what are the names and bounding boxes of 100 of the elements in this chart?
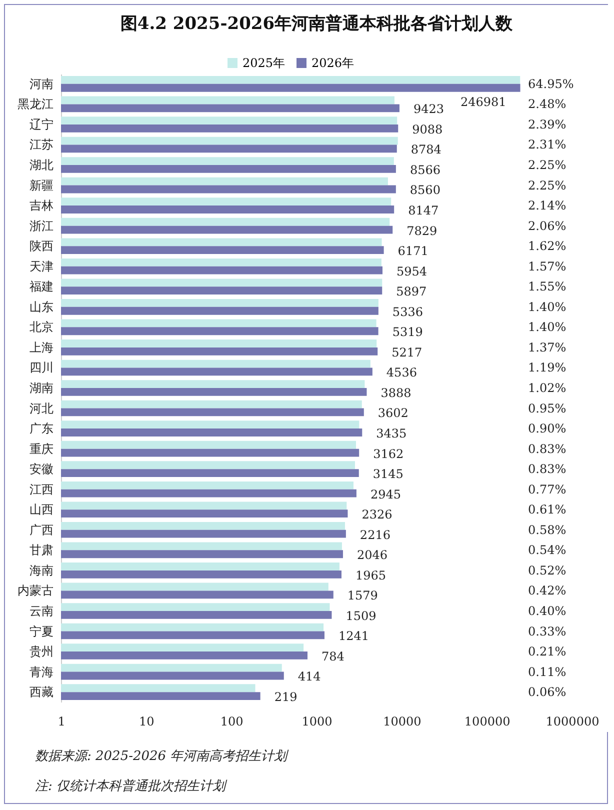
y-tick-label: 广东	[30, 422, 54, 436]
legend-label: 2026年	[312, 56, 354, 70]
annotation: 1.02%	[528, 381, 566, 395]
annotation: 2.31%	[528, 138, 566, 152]
data-label: 3162	[373, 446, 404, 461]
y-tick-label: 四川	[30, 360, 54, 375]
data-label: 9088	[412, 122, 443, 136]
data-label: 1241	[338, 629, 370, 644]
y-tick-label: 内蒙古	[18, 584, 54, 598]
y-tick-label: 黑龙江	[18, 97, 54, 112]
annotation: 0.90%	[528, 422, 566, 436]
y-tick-label: 陕西	[30, 239, 54, 254]
annotation: 2.25%	[528, 178, 566, 192]
x-tick-label: 1	[58, 714, 66, 728]
y-tick-label: 山东	[30, 300, 54, 314]
data-label: 246981	[460, 94, 506, 109]
x-tick-label: 10000	[383, 714, 422, 728]
x-tick-label: 10	[139, 714, 154, 728]
annotation: 2.06%	[528, 218, 566, 233]
y-tick-label: 新疆	[30, 178, 54, 192]
y-tick-label: 安徽	[30, 462, 54, 476]
y-tick-label: 广西	[30, 522, 54, 537]
y-tick-label: 云南	[30, 604, 54, 618]
annotation: 1.40%	[528, 300, 566, 314]
annotation: 0.54%	[528, 543, 566, 558]
annotation: 0.33%	[528, 624, 566, 638]
annotation: 1.55%	[528, 280, 566, 294]
x-tick-label: 100000	[464, 714, 510, 728]
legend-label: 2025年	[242, 56, 286, 70]
annotation: 0.95%	[528, 401, 566, 416]
y-tick-label: 海南	[30, 563, 54, 578]
y-tick-label: 江西	[30, 482, 54, 496]
y-tick-label: 天津	[30, 259, 54, 274]
annotation: 2.25%	[528, 158, 566, 172]
x-tick-label: 1000000	[546, 714, 600, 728]
data-label: 3602	[378, 406, 408, 420]
data-label: 5319	[392, 325, 423, 340]
y-tick-label: 河北	[30, 401, 54, 416]
data-label: 2945	[370, 487, 401, 502]
y-tick-label: 西藏	[30, 685, 54, 700]
annotation: 1.40%	[528, 320, 566, 334]
annotation: 0.42%	[528, 584, 566, 598]
data-label: 4536	[386, 366, 417, 380]
data-label: 5336	[392, 304, 423, 319]
y-tick-label: 湖南	[30, 381, 54, 395]
data-label: 784	[322, 649, 345, 664]
annotation: 1.62%	[528, 239, 566, 254]
x-tick-label: 100	[220, 714, 244, 728]
data-label: 5217	[392, 345, 422, 360]
data-label: 2046	[356, 548, 388, 562]
annotation: 1.57%	[528, 259, 566, 274]
y-tick-label: 湖北	[30, 158, 54, 172]
annotation: 0.21%	[528, 644, 566, 659]
y-tick-label: 河南	[30, 76, 54, 91]
x-tick-label: 1000	[302, 714, 332, 728]
data-label: 9423	[413, 102, 444, 116]
y-tick-label: 北京	[30, 320, 54, 334]
data-label: 8560	[410, 183, 440, 198]
y-tick-label: 贵州	[30, 644, 54, 659]
annotation: 2.14%	[528, 198, 566, 213]
y-tick-label: 吉林	[30, 198, 54, 213]
data-label: 7829	[406, 224, 438, 238]
y-tick-label: 宁夏	[30, 624, 54, 638]
annotation: 0.58%	[528, 522, 566, 537]
annotation: 1.37%	[528, 340, 566, 354]
annotation: 2.48%	[528, 97, 566, 112]
annotation: 0.06%	[528, 685, 566, 700]
annotation: 0.11%	[528, 664, 566, 679]
data-label: 8566	[410, 162, 440, 177]
y-tick-label: 重庆	[30, 442, 54, 456]
annotation: 1.19%	[528, 360, 566, 375]
y-tick-label: 上海	[30, 340, 54, 354]
y-tick-label: 浙江	[30, 218, 54, 233]
annotation: 0.61%	[528, 502, 566, 517]
y-tick-label: 山西	[30, 502, 54, 517]
annotation: 0.77%	[528, 482, 566, 496]
y-tick-label: 青海	[30, 664, 54, 679]
data-label: 219	[274, 690, 298, 704]
source-note: 数据来源: 2025-2026 年河南高考招生计划	[35, 748, 288, 765]
data-label: 3145	[372, 467, 404, 482]
data-label: 1509	[346, 608, 376, 623]
data-label: 2326	[362, 508, 392, 522]
annotation: 64.95%	[528, 76, 574, 91]
data-label: 6171	[398, 244, 428, 258]
y-tick-label: 福建	[30, 280, 54, 294]
annotation: 2.39%	[528, 117, 566, 132]
data-label: 3888	[380, 386, 412, 400]
data-label: 1579	[347, 588, 378, 603]
data-label: 2216	[360, 528, 390, 542]
annotation: 0.83%	[528, 442, 566, 456]
annotation: 0.52%	[528, 563, 566, 578]
y-tick-label: 辽宁	[30, 117, 54, 132]
data-label: 8147	[408, 204, 439, 218]
data-label: 3435	[376, 426, 407, 440]
data-label: 5954	[396, 264, 428, 278]
y-tick-label: 甘肃	[30, 543, 54, 558]
data-label: 8784	[410, 142, 442, 157]
text: 注: 仅统计本科普通批次招生计划	[35, 778, 228, 795]
chart-title: 图4.2 2025-2026年河南普通本科批各省计划人数	[120, 13, 514, 34]
y-tick-label: 江苏	[30, 138, 54, 152]
